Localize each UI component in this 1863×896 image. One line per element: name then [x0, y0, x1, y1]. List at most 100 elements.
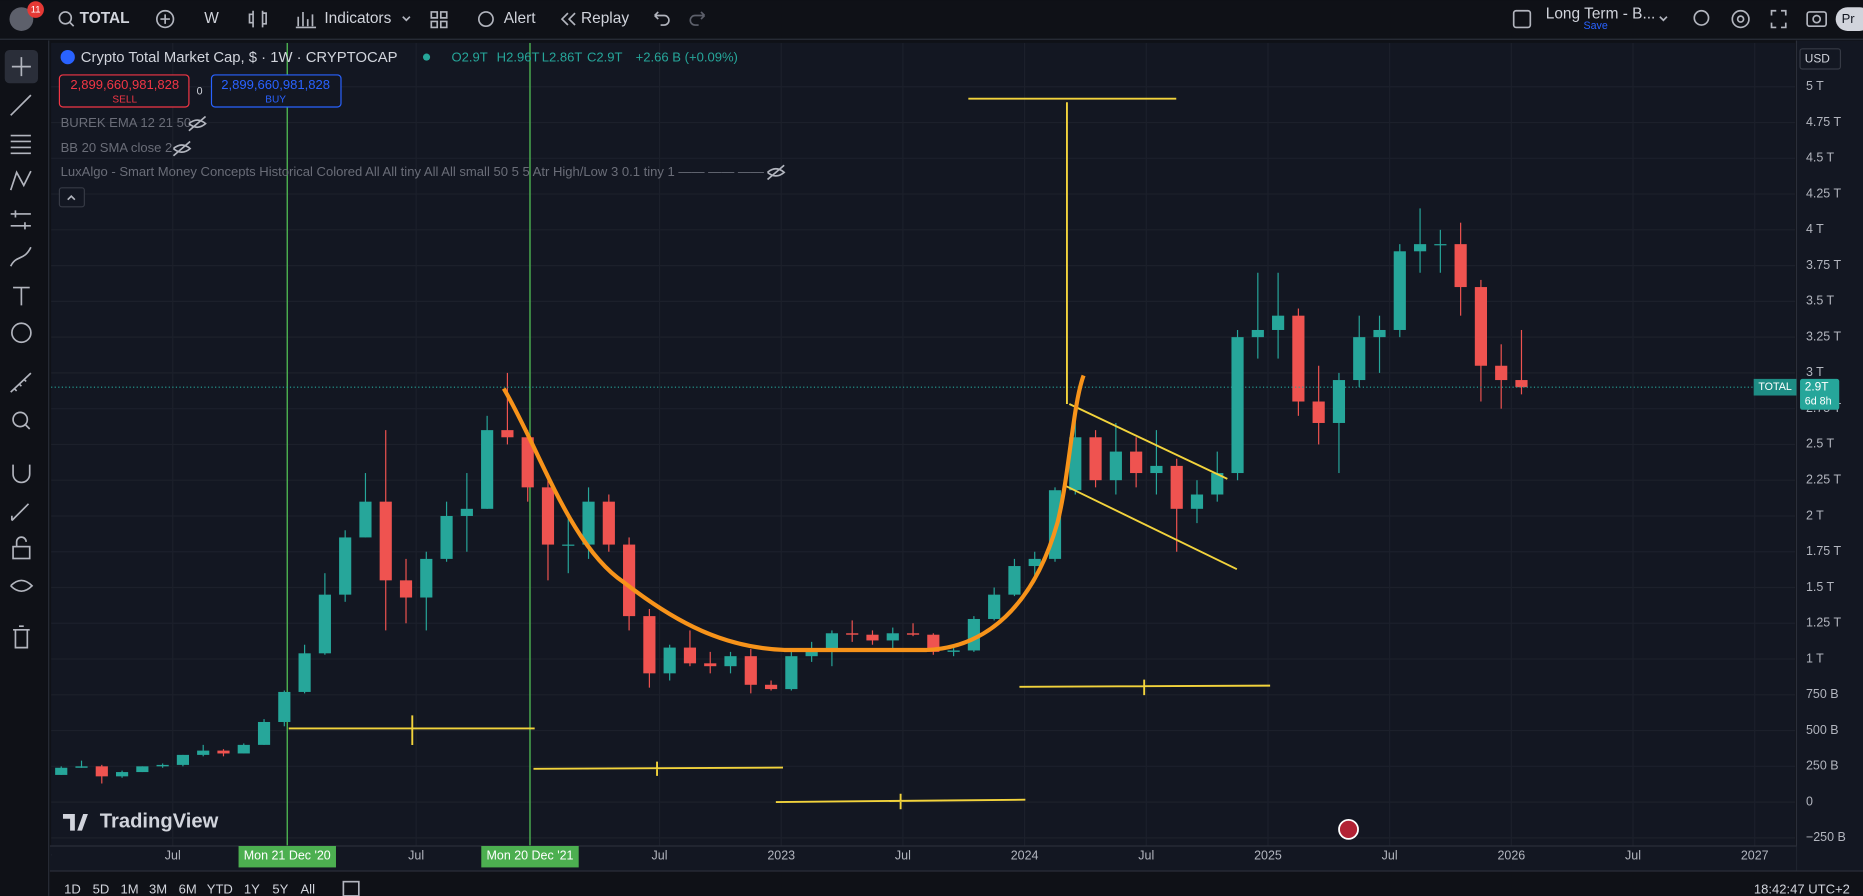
projection-tool[interactable]: [10, 210, 31, 230]
range-button[interactable]: 3M: [149, 881, 167, 896]
visibility-toggle[interactable]: [188, 115, 207, 132]
replay-button[interactable]: Replay: [581, 10, 629, 27]
indicators-icon[interactable]: [295, 11, 317, 29]
x-tick-label: 2027: [1741, 848, 1769, 862]
sell-button[interactable]: [58, 74, 190, 108]
candle-body: [379, 501, 392, 581]
pattern-tool[interactable]: [9, 170, 32, 191]
zoom-tool[interactable]: [12, 411, 29, 428]
profile-button[interactable]: [1835, 7, 1863, 31]
candle-body: [805, 651, 818, 657]
candle-body: [460, 508, 473, 516]
indicator-legend[interactable]: BB 20 SMA close 2: [61, 140, 173, 155]
symbol-tag-label: TOTAL: [1758, 381, 1792, 393]
badge-count: 11: [31, 5, 41, 16]
event-flag[interactable]: [1338, 818, 1359, 840]
range-line[interactable]: [775, 793, 1026, 810]
y-tick-label: 750 B: [1806, 687, 1839, 701]
range-line[interactable]: [1019, 679, 1271, 696]
candle-body: [1272, 315, 1285, 330]
symbol-tag: [1753, 378, 1797, 396]
interval[interactable]: W: [204, 10, 219, 27]
y-tick-label: 2.25 T: [1806, 472, 1842, 486]
avatar[interactable]: [9, 7, 34, 31]
date-marker-box: [481, 846, 579, 868]
buy-button[interactable]: [210, 74, 342, 108]
layout-name[interactable]: Long Term - B...: [1546, 5, 1656, 22]
candle-body: [866, 634, 879, 641]
candle-body: [1211, 473, 1224, 495]
chevron[interactable]: [1659, 16, 1668, 22]
quick-search[interactable]: [1693, 9, 1710, 26]
alert-icon[interactable]: [477, 11, 494, 28]
zoom-icon: [24, 423, 31, 430]
range-line[interactable]: [533, 761, 783, 776]
candle-body: [947, 650, 960, 652]
lock-tool[interactable]: [12, 545, 31, 560]
candle-body: [136, 766, 149, 773]
candle-body: [1170, 465, 1183, 509]
indicators-button[interactable]: Indicators: [324, 10, 391, 27]
ruler-tool[interactable]: [10, 372, 32, 393]
range-button[interactable]: 6M: [179, 881, 197, 896]
indicator-legend[interactable]: LuxAlgo - Smart Money Concepts Historica…: [61, 164, 765, 179]
fib-tool[interactable]: [10, 134, 31, 155]
profile-label: Pr: [1842, 11, 1856, 26]
layout-icon[interactable]: [1512, 9, 1532, 29]
range-button[interactable]: YTD: [207, 881, 233, 896]
symbol-logo: [60, 49, 75, 65]
emoji-tool[interactable]: [11, 322, 32, 344]
candle-body: [582, 501, 595, 545]
visibility-toggle[interactable]: [766, 164, 786, 181]
redo[interactable]: [689, 11, 706, 26]
text-tool[interactable]: [13, 286, 30, 306]
candle-body: [602, 501, 615, 545]
range-button[interactable]: 1M: [120, 881, 138, 896]
y-tick-label: 4.25 T: [1806, 186, 1842, 200]
channel[interactable]: [1062, 403, 1238, 571]
symbol[interactable]: TOTAL: [80, 10, 130, 27]
magnet-tool[interactable]: [12, 464, 31, 484]
range-button[interactable]: All: [300, 881, 315, 896]
y-tick-label: 1.25 T: [1806, 616, 1842, 630]
range-button[interactable]: 1D: [64, 881, 81, 896]
fullscreen[interactable]: [1770, 9, 1787, 29]
chart-type[interactable]: [248, 10, 267, 28]
undo[interactable]: [654, 11, 670, 26]
candle-body: [1231, 337, 1244, 474]
indicator-legend[interactable]: BUREK EMA 12 21 50: [61, 115, 192, 130]
legend-high: H2.96T: [497, 50, 540, 65]
remove-tool[interactable]: [13, 625, 30, 649]
currency-box[interactable]: [1799, 48, 1842, 70]
replay-icon[interactable]: [560, 12, 576, 26]
candle-body: [1413, 244, 1427, 252]
add-symbol[interactable]: [156, 9, 175, 29]
stay-drawing[interactable]: [11, 503, 30, 522]
layouts[interactable]: [430, 11, 448, 29]
range-line[interactable]: [288, 715, 535, 746]
search-icon[interactable]: [58, 11, 73, 25]
range-button[interactable]: 5Y: [272, 881, 288, 896]
brush-tool[interactable]: [9, 246, 32, 267]
time-axis-bg: [49, 846, 1797, 871]
range-button[interactable]: 1Y: [244, 881, 260, 896]
range-button[interactable]: 5D: [93, 881, 110, 896]
hide-tool[interactable]: [10, 579, 34, 592]
alert-button[interactable]: Alert: [504, 10, 536, 27]
visibility-toggle[interactable]: [172, 140, 192, 157]
legend-title[interactable]: Crypto Total Market Cap, $ · 1W · CRYPTO…: [81, 50, 398, 66]
trendline-tool[interactable]: [10, 94, 32, 116]
lock-icon: [15, 536, 27, 547]
x-tick-label: Jul: [652, 848, 668, 862]
snapshot[interactable]: [1806, 11, 1827, 28]
legend-close: C2.9T: [587, 50, 623, 65]
crosshair-tool[interactable]: [11, 57, 31, 77]
candle-body: [55, 767, 68, 775]
cup-curve[interactable]: [501, 374, 1086, 653]
x-tick-label: 2025: [1254, 848, 1282, 862]
projection-line[interactable]: [968, 97, 1177, 405]
settings[interactable]: [1731, 9, 1750, 29]
chevron[interactable]: [402, 16, 411, 22]
candle-body: [1393, 251, 1406, 330]
